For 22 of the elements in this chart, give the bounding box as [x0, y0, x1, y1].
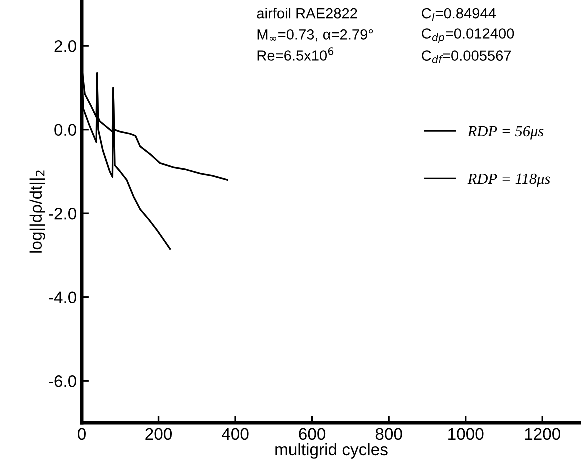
annotation: C$_{l}$=0.84944	[422, 8, 496, 21]
y-tick-label: -6.0	[49, 376, 76, 388]
x-tick-label: 1200	[525, 428, 561, 440]
x-tick-label: 200	[146, 428, 172, 440]
x-tick-label: 1000	[448, 428, 484, 440]
y-tick-label: 2.0	[54, 40, 76, 52]
x-axis-title: multigrid cycles	[276, 443, 388, 459]
legend-label: RDP = 56μs	[468, 126, 544, 140]
x-tick-label: 600	[299, 428, 326, 440]
x-tick-label: 0	[78, 428, 86, 440]
y-tick-label: -2.0	[49, 208, 76, 220]
annotation: M$_{∞}$=0.73, α=2.79°	[258, 30, 374, 42]
annotation: airfoil RAE2822	[257, 8, 358, 19]
y-axis-title: log||dρ/dt||$_{2}$	[30, 170, 46, 253]
annotation: Re=6.5x10$^{6}$	[258, 48, 334, 61]
annotation: C$_{df}$=0.005567	[422, 50, 512, 64]
legend-label: RDP = 118μs	[468, 174, 550, 188]
x-tick-label: 800	[376, 428, 402, 440]
x-tick-label: 400	[222, 428, 249, 440]
y-tick-label: -4.0	[49, 292, 76, 304]
annotation: C$_{dp}$=0.012400	[422, 28, 514, 44]
y-tick-label: 0.0	[54, 124, 76, 136]
